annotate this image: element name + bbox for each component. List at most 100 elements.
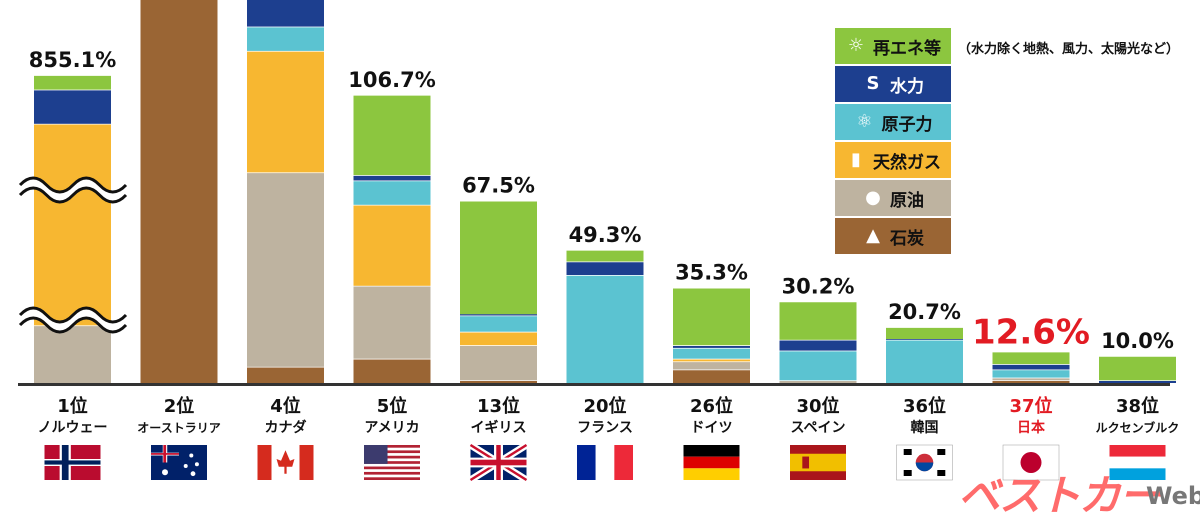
category-rank-label: 36位 (903, 395, 946, 417)
bar-group-5 (566, 249, 644, 383)
category-rank-label: 38位 (1116, 395, 1159, 417)
atom-icon: ⚛ (856, 111, 873, 132)
bar-segment (673, 361, 750, 370)
bar-segment (992, 369, 1070, 378)
category-country-label: オーストラリア (137, 421, 220, 435)
flag-star (190, 471, 196, 477)
category-country-label: ドイツ (691, 420, 733, 436)
category-country-label: カナダ (265, 419, 307, 436)
australia-flag-icon (151, 445, 207, 480)
flame-icon: ▲ (866, 225, 880, 246)
bar-segment (353, 204, 431, 286)
bar-group-10 (1099, 355, 1176, 383)
flag-part (683, 468, 740, 480)
bar-segment (34, 123, 111, 326)
flag-part (364, 461, 420, 464)
maple-leaf (276, 450, 295, 474)
flag-part (364, 477, 420, 480)
bar-group-4 (460, 200, 537, 383)
category-rank-label: 37位 (1009, 395, 1052, 417)
category-rank-label: 13位 (477, 395, 520, 417)
bar-segment (566, 275, 644, 383)
flag-part (683, 456, 740, 469)
legend-label: 石炭 (890, 228, 924, 249)
bar-segment (886, 327, 963, 339)
category-country-label: ノルウェー (38, 420, 108, 436)
flag-part (937, 470, 946, 476)
legend-label: 水力 (890, 76, 924, 97)
bar-segment (247, 366, 324, 383)
category-rank-label: 20位 (583, 395, 626, 417)
category-country-label: イギリス (471, 419, 527, 436)
bar-total-label: 12.6% (972, 313, 1090, 353)
bar-segment (779, 339, 857, 351)
category-country-label: アメリカ (364, 420, 419, 436)
watermark-logo: ベストカー Web (958, 462, 1200, 522)
flag-part (937, 449, 946, 455)
germany-flag-icon (683, 445, 740, 480)
legend-item: ● 原油 (835, 180, 951, 218)
bar-segment (353, 358, 431, 383)
uk-flag-icon (468, 442, 529, 483)
category-rank-label: 2位 (164, 395, 195, 417)
spain-flag-icon (790, 445, 846, 480)
flag-part (364, 466, 420, 470)
bar-segment (460, 331, 537, 346)
axis-break-line (18, 176, 128, 194)
flag-part (163, 445, 167, 463)
bar-segment (673, 358, 750, 362)
legend-label: 再エネ等 (873, 38, 941, 59)
bar-group-7 (779, 300, 857, 383)
flag-star (189, 453, 194, 458)
flag-part (595, 445, 615, 480)
bar-segment (353, 180, 431, 205)
norway-flag-icon (44, 445, 101, 480)
legend-label: 原子力 (881, 114, 933, 135)
flag-star (183, 464, 188, 468)
category-country-label: スペイン (790, 420, 845, 436)
flag-part (151, 445, 207, 480)
legend-item: ▮ 天然ガス (835, 142, 951, 180)
bar-segment (460, 315, 537, 332)
bar-segment (34, 75, 111, 90)
bar-group-1 (140, 0, 218, 383)
bar-total-label: 49.3% (569, 223, 642, 247)
usa-flag-icon (364, 445, 420, 480)
flag-part (364, 445, 388, 464)
category-country-label: 日本 (1017, 419, 1046, 436)
gas-tank-icon: ▮ (851, 149, 861, 170)
category-country-label: ルクセンブルク (1096, 420, 1180, 435)
bar-segment (779, 350, 857, 381)
bar-segment (460, 314, 537, 316)
flag-part (1109, 445, 1166, 457)
bar-segment (34, 325, 111, 383)
bar-total-label: 106.7% (348, 68, 435, 92)
bar-segment (140, 0, 218, 383)
flag-part (903, 449, 912, 455)
flag-part (364, 450, 420, 454)
bar-segment (992, 351, 1070, 365)
flag-part (496, 445, 501, 480)
bar-segment (886, 338, 963, 340)
legend-note: （水力除く地熱、風力、太陽光など） (958, 42, 1180, 57)
flag-part (577, 445, 596, 480)
chart-legend: ☼ 再エネ等 S 水力 ⚛ 原子力 ▮ 天然ガス ● 原油 ▲ 石炭 (835, 28, 951, 256)
bar-group-9 (992, 350, 1070, 383)
axis-break-line (18, 306, 128, 324)
bar-segment (566, 249, 644, 262)
bar-group-6 (673, 286, 750, 383)
flag-part (364, 445, 420, 448)
sun-icon: ☼ (847, 35, 865, 56)
hinomaru (1020, 452, 1042, 473)
bar-segment (247, 172, 324, 367)
bar-segment (779, 380, 857, 383)
drop-icon: ● (865, 187, 881, 208)
bar-segment (247, 26, 324, 51)
category-rank-label: 4位 (270, 395, 301, 417)
bar-segment (992, 364, 1070, 370)
flag-star (162, 469, 168, 476)
bar-segment (34, 89, 111, 124)
bar-segment (992, 380, 1070, 383)
bar-segment (247, 50, 324, 173)
